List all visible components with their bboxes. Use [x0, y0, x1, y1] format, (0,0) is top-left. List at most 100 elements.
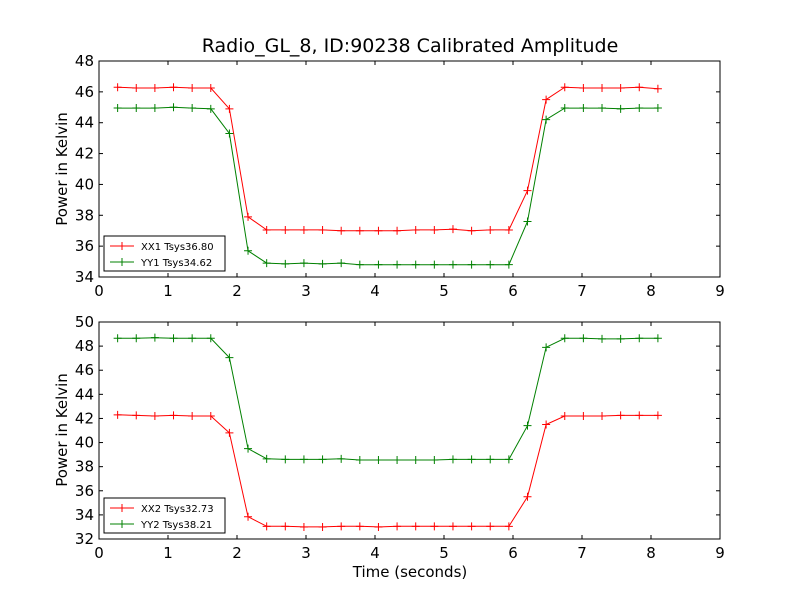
bottom-series-2-point: [374, 456, 383, 465]
bottom-series-2-point: [486, 455, 495, 464]
bottom-x-tick-label: 0: [94, 544, 104, 562]
bottom-series-1-point: [355, 522, 364, 531]
top-x-tick-label: 9: [715, 282, 725, 300]
bottom-x-tick-label: 9: [715, 544, 725, 562]
bottom-series-2-point: [411, 456, 420, 465]
bottom-y-tick-label: 36: [75, 482, 94, 500]
top-series-1-point: [486, 225, 495, 234]
top-x-tick-label: 5: [439, 282, 449, 300]
bottom-x-tick-label: 6: [508, 544, 518, 562]
top-legend: XX1 Tsys36.80 YY1 Tsys34.62: [103, 235, 226, 272]
top-series-2-point: [542, 115, 551, 124]
top-series-1-point: [542, 95, 551, 104]
bottom-series-1-point: [206, 412, 215, 421]
bottom-y-tick-label: 46: [75, 361, 94, 379]
bottom-series-2-point: [598, 334, 607, 343]
top-series-2-point: [132, 104, 141, 113]
top-series-1-point: [579, 84, 588, 92]
top-x-tick-label: 2: [232, 282, 242, 300]
top-y-tick-label: 48: [75, 52, 94, 70]
top-series-1-point: [560, 83, 569, 92]
bottom-series-2-point: [393, 456, 402, 465]
bottom-x-tick-label: 3: [301, 544, 311, 562]
bottom-series-1-point: [262, 522, 271, 531]
bottom-y-tick-label: 38: [75, 458, 94, 476]
top-y-tick-label: 46: [75, 83, 94, 101]
top-series-1-point: [355, 226, 364, 235]
top-x-tick-label: 7: [577, 282, 587, 300]
top-series-1-point: [467, 226, 476, 235]
bottom-series-2-point: [318, 455, 327, 464]
top-series-1-point: [374, 226, 383, 235]
bottom-series-2-point: [635, 334, 644, 343]
top-series-2-point: [299, 259, 308, 268]
top-series-1-point: [635, 83, 644, 92]
top-series-1-point: [244, 212, 253, 221]
bottom-series-1-point: [281, 522, 290, 531]
bottom-axes-frame: [98, 321, 721, 540]
top-series-2-point: [467, 260, 476, 269]
bottom-series-1-point: [653, 411, 662, 420]
top-series-2-point: [430, 260, 439, 269]
bottom-series-2-point: [560, 334, 569, 343]
top-series-2-point: [523, 217, 532, 226]
bottom-y-tick-label: 40: [75, 434, 94, 452]
top-x-tick-label: 3: [301, 282, 311, 300]
bottom-series-1-point: [579, 412, 588, 421]
top-series-1-point: [225, 104, 234, 113]
bottom-series-2-point: [504, 455, 513, 464]
bottom-y-tick-label: 32: [75, 530, 94, 548]
bottom-series-2-point: [579, 334, 588, 343]
bottom-series-2-point: [542, 343, 551, 352]
bottom-y-tick-label: 48: [75, 337, 94, 355]
top-series-2-point: [448, 260, 457, 269]
top-y-tick-label: 34: [75, 268, 94, 286]
bottom-series-1-point: [393, 522, 402, 531]
top-series-2-point: [337, 259, 346, 268]
bottom-legend-label-2: YY2 Tsys38.21: [140, 520, 212, 531]
top-legend-label-2: YY1 Tsys34.62: [140, 258, 212, 269]
top-series-1-point: [281, 225, 290, 234]
top-series-2-point: [653, 104, 662, 113]
top-y-tick-label: 38: [75, 206, 94, 224]
bottom-series-1-point: [411, 522, 420, 531]
bottom-x-tick-label: 8: [646, 544, 656, 562]
top-y-tick-label: 42: [75, 145, 94, 163]
bottom-series-2-point: [188, 334, 197, 343]
bottom-series-2-point: [355, 456, 364, 465]
top-series-1-point: [430, 225, 439, 234]
top-series-1-point: [504, 225, 513, 234]
bottom-series-2-point: [523, 421, 532, 430]
bottom-series-1-point: [318, 522, 327, 531]
bottom-x-tick-label: 2: [232, 544, 242, 562]
top-legend-entry-2: YY1 Tsys34.62: [110, 258, 212, 269]
top-x-tick-label: 0: [94, 282, 104, 300]
top-series-2-point: [411, 260, 420, 269]
bottom-series-1-point: [225, 428, 234, 437]
bottom-y-tick-label: 42: [75, 409, 94, 427]
bottom-series-2-point: [225, 353, 234, 362]
top-series-2-point: [318, 259, 327, 268]
bottom-series-1-point: [337, 522, 346, 531]
bottom-series-2-point: [467, 455, 476, 464]
bottom-series-2-point: [448, 455, 457, 464]
top-series-1-point: [523, 186, 532, 195]
top-series-2-point: [188, 104, 197, 113]
bottom-series-1-point: [244, 512, 253, 521]
bottom-series-1-point: [132, 411, 141, 420]
top-series-2-point: [560, 104, 569, 113]
top-series-1-point: [448, 225, 457, 234]
bottom-legend-entry-1: XX2 Tsys32.73: [110, 504, 214, 515]
top-series-2-point: [225, 129, 234, 138]
bottom-x-tick-label: 4: [370, 544, 380, 562]
top-series-1-point: [206, 84, 215, 92]
bottom-series-2-point: [113, 334, 122, 343]
top-series-1-point: [616, 84, 625, 92]
bottom-series-1-point: [169, 411, 178, 420]
bottom-series-1-point: [430, 522, 439, 531]
bottom-x-tick-label: 5: [439, 544, 449, 562]
top-legend-label-1: XX1 Tsys36.80: [141, 242, 214, 253]
